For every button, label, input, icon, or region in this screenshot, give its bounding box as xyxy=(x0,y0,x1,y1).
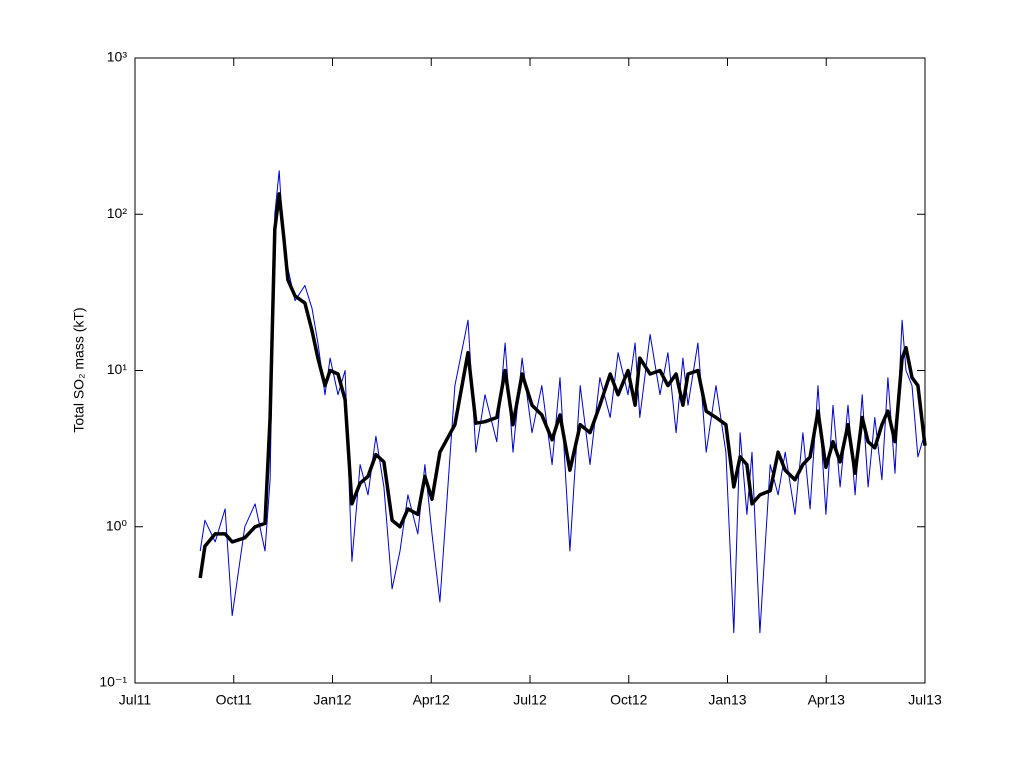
y-tick-label: 10⁰ xyxy=(106,517,128,533)
series-line xyxy=(199,170,926,634)
y-tick-label: 10² xyxy=(107,205,128,221)
x-tick-label: Jan12 xyxy=(313,692,351,708)
series-line xyxy=(198,192,927,579)
plot-frame xyxy=(134,57,926,684)
x-tick-label: Jul12 xyxy=(513,692,547,708)
y-tick-label: 10¹ xyxy=(107,361,128,377)
y-tick-label: 10⁻¹ xyxy=(99,674,127,690)
x-tick-label: Jul13 xyxy=(908,692,942,708)
x-tick-label: Jul11 xyxy=(119,692,152,708)
y-axis-label: Total SO₂ mass (kT) xyxy=(71,307,87,432)
y-tick-label: 10³ xyxy=(107,49,128,65)
x-tick-label: Apr13 xyxy=(808,692,846,708)
x-tick-label: Jan13 xyxy=(708,692,746,708)
x-tick-label: Oct12 xyxy=(610,692,648,708)
x-tick-label: Apr12 xyxy=(413,692,451,708)
x-tick-label: Oct11 xyxy=(216,692,253,708)
